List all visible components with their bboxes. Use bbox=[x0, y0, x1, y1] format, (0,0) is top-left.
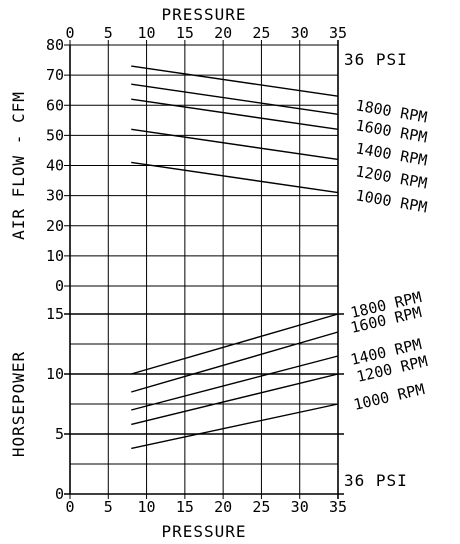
x-tick-label-bottom-10: 10 bbox=[138, 498, 156, 516]
airflow-y-tick-0: 0 bbox=[55, 277, 64, 295]
x-tick-label-top-20: 20 bbox=[214, 24, 232, 42]
hp-y-tick-15: 15 bbox=[46, 305, 64, 323]
hp-series-1400-rpm bbox=[131, 355, 339, 411]
airflow-y-tick-10: 10 bbox=[46, 247, 64, 265]
x-tick-label-top-15: 15 bbox=[176, 24, 194, 42]
x-axis-title-bottom: PRESSURE bbox=[161, 522, 246, 541]
x-tick-label-bottom-5: 5 bbox=[104, 498, 113, 516]
airflow-series-1600-rpm bbox=[131, 83, 339, 115]
airflow-y-tick-20: 20 bbox=[46, 217, 64, 235]
airflow-y-tick-30: 30 bbox=[46, 187, 64, 205]
airflow-y-tick-70: 70 bbox=[46, 66, 64, 84]
hp-series-1600-rpm bbox=[131, 331, 339, 393]
x-tick-label-top-35: 35 bbox=[329, 24, 347, 42]
x-tick-label-bottom-25: 25 bbox=[252, 498, 270, 516]
hp-right-pressure-label: 36 PSI bbox=[344, 471, 408, 490]
hp-y-tick-0: 0 bbox=[55, 485, 64, 503]
airflow-y-axis-title: AIR FLOW - CFM bbox=[9, 91, 28, 240]
airflow-y-tick-80: 80 bbox=[46, 36, 64, 54]
x-tick-label-bottom-0: 0 bbox=[65, 498, 74, 516]
hp-y-axis-title: HORSEPOWER bbox=[9, 351, 28, 457]
hp-series-1000-rpm bbox=[131, 403, 339, 450]
series-layer bbox=[131, 65, 339, 450]
x-tick-label-bottom-15: 15 bbox=[176, 498, 194, 516]
hp-series-1200-rpm bbox=[131, 373, 339, 426]
x-tick-label-bottom-20: 20 bbox=[214, 498, 232, 516]
airflow-series-1200-rpm bbox=[131, 128, 339, 161]
x-tick-label-bottom-30: 30 bbox=[291, 498, 309, 516]
airflow-right-pressure-label: 36 PSI bbox=[344, 50, 408, 69]
x-tick-label-top-0: 0 bbox=[65, 24, 74, 42]
hp-y-tick-5: 5 bbox=[55, 425, 64, 443]
hp-y-tick-10: 10 bbox=[46, 365, 64, 383]
airflow-y-tick-60: 60 bbox=[46, 96, 64, 114]
text-layer: 0055101015152020252530303535PRESSUREPRES… bbox=[9, 5, 429, 541]
x-tick-label-top-25: 25 bbox=[252, 24, 270, 42]
airflow-series-1800-rpm bbox=[131, 65, 339, 97]
x-tick-label-top-30: 30 bbox=[291, 24, 309, 42]
airflow-series-1000-rpm bbox=[131, 161, 339, 194]
x-axis-title-top: PRESSURE bbox=[161, 5, 246, 24]
grid-layer bbox=[64, 40, 344, 499]
airflow-y-tick-40: 40 bbox=[46, 157, 64, 175]
x-tick-label-top-5: 5 bbox=[104, 24, 113, 42]
airflow-series-1400-rpm bbox=[131, 98, 339, 131]
airflow-y-tick-50: 50 bbox=[46, 126, 64, 144]
x-tick-label-bottom-35: 35 bbox=[329, 498, 347, 516]
hp-series-1800-rpm bbox=[131, 313, 339, 375]
x-tick-label-top-10: 10 bbox=[138, 24, 156, 42]
hp-series-label-4: 1000 RPM bbox=[352, 380, 426, 414]
